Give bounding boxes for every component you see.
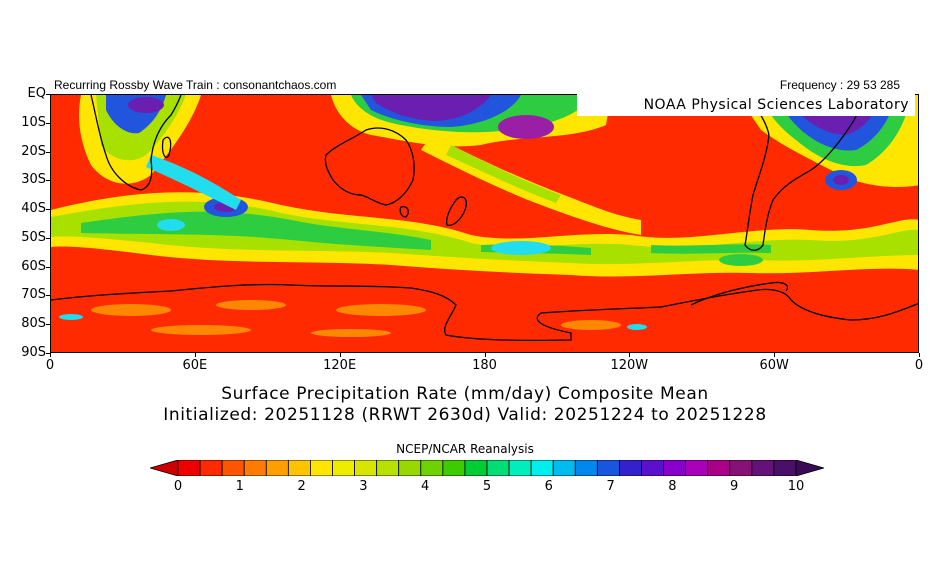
antarctic-peninsula-coast [690, 281, 789, 306]
lat-tick [46, 266, 50, 268]
colorbar-swatch [221, 460, 245, 476]
antarctica-coast [51, 283, 918, 341]
colorbar-swatch [265, 460, 289, 476]
colorbar-tick-label: 10 [787, 479, 805, 494]
lat-label: 30S [21, 172, 46, 188]
colorbar-swatch [420, 460, 444, 476]
colorbar-tick-label: 6 [544, 479, 553, 494]
colorbar-tick-label: 0 [173, 479, 183, 494]
colorbar-swatch [641, 460, 664, 476]
chart-subtitle: Initialized: 20251128 (RRWT 2630d) Valid… [163, 405, 767, 425]
colorbar-swatch [508, 460, 532, 476]
lon-tick [194, 353, 196, 357]
lon-label: 120E [323, 358, 357, 373]
colorbar [150, 460, 824, 476]
tasmania-coast [399, 205, 409, 218]
coastlines [51, 95, 918, 341]
colorbar-swatch [398, 460, 422, 476]
colorbar-swatch [354, 460, 378, 476]
africa-coast [90, 95, 182, 191]
colorbar-swatch [552, 460, 576, 476]
colorbar-tick-label: 4 [421, 479, 430, 494]
lat-label: EQ [27, 86, 46, 101]
colorbar-swatch [685, 460, 709, 476]
colorbar-swatch [376, 460, 400, 476]
lat-tick [46, 180, 50, 182]
lat-tick [46, 237, 50, 239]
colorbar-tick-label: 8 [668, 479, 677, 494]
lon-tick [774, 353, 776, 357]
antarctic-region [51, 295, 918, 352]
south-america-coast [744, 95, 864, 251]
colorbar-tick-label: 9 [730, 479, 739, 494]
new-zealand-coast [445, 196, 467, 226]
colorbar-tick-label: 3 [359, 479, 368, 494]
lat-label: 60S [21, 258, 46, 274]
lat-label: 40S [21, 201, 46, 217]
tropical-convection-west-pacific [331, 95, 611, 147]
colorbar-swatch [530, 460, 554, 476]
lon-tick [484, 353, 486, 357]
lat-tick [46, 295, 50, 297]
colorbar-swatch [729, 460, 753, 476]
lat-label: 90S [21, 345, 46, 360]
colorbar-swatch [310, 460, 333, 476]
colorbar-swatch [486, 460, 510, 476]
precipitation-map [50, 94, 919, 353]
lon-tick [339, 353, 341, 357]
colorbar-swatch [707, 460, 731, 476]
lon-tick [629, 353, 631, 357]
lat-label: 70S [21, 287, 46, 303]
lat-tick [46, 353, 50, 354]
noaa-label-box: NOAA Physical Sciences Laboratory [577, 94, 915, 116]
lat-label: 20S [21, 143, 46, 159]
lat-label: 80S [21, 316, 46, 332]
lat-label: 50S [21, 229, 46, 245]
colorbar-swatch [751, 460, 775, 476]
lat-tick [46, 209, 50, 211]
lat-tick [46, 94, 50, 95]
header-title: Recurring Rossby Wave Train : consonantc… [54, 78, 337, 92]
lon-label: 180 [472, 358, 497, 373]
lon-label: 0 [45, 358, 55, 373]
colorbar-tick-label: 1 [235, 479, 244, 494]
map-canvas [51, 95, 918, 352]
colorbar-swatch [177, 460, 201, 476]
colorbar-swatch [464, 460, 488, 476]
lat-tick [46, 324, 50, 326]
lon-label: 60E [182, 358, 208, 373]
lat-tick [46, 151, 50, 153]
colorbar-tick-label: 2 [297, 479, 306, 494]
data-source-label: NCEP/NCAR Reanalysis [396, 442, 534, 456]
colorbar-swatch [442, 460, 466, 476]
colorbar-swatch [332, 460, 355, 476]
colorbar-low-arrow [150, 460, 179, 476]
colorbar-swatch [243, 460, 267, 476]
storm-track-band [51, 192, 918, 277]
chart-title: Surface Precipitation Rate (mm/day) Comp… [221, 384, 709, 404]
colorbar-swatch [619, 460, 642, 476]
colorbar-swatch [574, 460, 598, 476]
lon-label: 0 [914, 358, 924, 373]
colorbar-swatch [663, 460, 687, 476]
lon-tick [50, 353, 51, 357]
madagascar-coast [161, 136, 172, 158]
lon-label: 120W [610, 358, 649, 373]
lat-label: 10S [21, 114, 46, 130]
lon-tick [919, 353, 920, 357]
australia-coast [324, 127, 415, 206]
colorbar-swatch [199, 460, 223, 476]
colorbar-swatch [773, 460, 797, 476]
lat-tick [46, 122, 50, 124]
colorbar-tick-label: 5 [482, 479, 492, 494]
frequency-label: Frequency : 29 53 285 [779, 78, 900, 92]
colorbar-swatch [287, 460, 311, 476]
lon-label: 60W [759, 358, 789, 373]
colorbar-swatch [596, 460, 620, 476]
africa-indian-ocean [79, 95, 241, 210]
spcz-band [421, 135, 641, 235]
colorbar-high-arrow [795, 460, 824, 476]
colorbar-tick-label: 7 [606, 479, 615, 494]
